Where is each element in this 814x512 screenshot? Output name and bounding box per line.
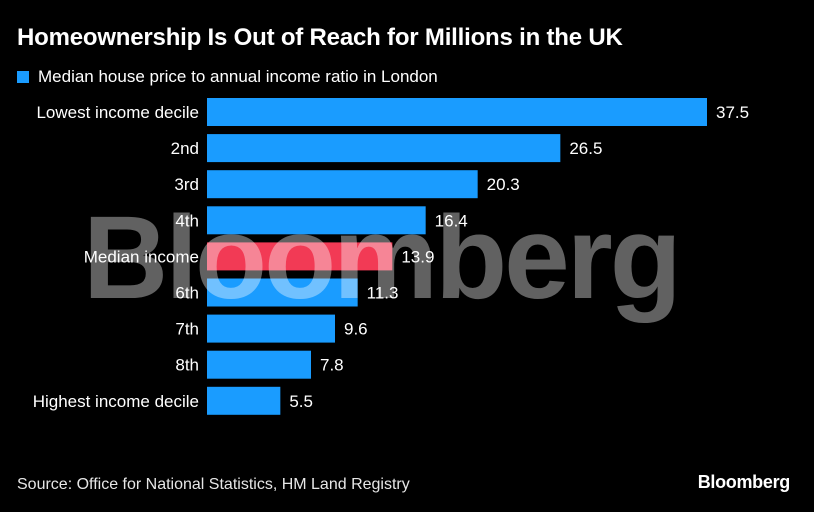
value-label-7th: 9.6 <box>344 320 368 339</box>
value-label-4th: 16.4 <box>435 211 468 230</box>
value-label-3rd: 20.3 <box>487 175 520 194</box>
category-label-8th: 8th <box>175 356 199 375</box>
value-label-lowest-income-decile: 37.5 <box>716 103 749 122</box>
value-label-median-income: 13.9 <box>401 247 434 266</box>
source-note: Source: Office for National Statistics, … <box>17 476 410 493</box>
value-label-8th: 7.8 <box>320 356 344 375</box>
bar-8th <box>207 350 311 379</box>
value-label-6th: 11.3 <box>367 284 399 303</box>
brand-logo: Bloomberg <box>697 472 791 492</box>
category-label-4th: 4th <box>175 211 199 230</box>
legend-swatch <box>17 71 29 83</box>
bar-4th <box>207 206 426 235</box>
bar-2nd <box>207 134 561 163</box>
bar-3rd <box>207 170 478 199</box>
bar-7th <box>207 314 335 343</box>
bar-lowest-income-decile <box>207 98 707 126</box>
category-label-2nd: 2nd <box>171 139 199 158</box>
bar-median-income <box>207 242 393 271</box>
legend-label: Median house price to annual income rati… <box>38 67 438 86</box>
value-label-2nd: 26.5 <box>569 139 602 158</box>
bar-highest-income-decile <box>207 386 281 415</box>
category-label-6th: 6th <box>175 284 199 303</box>
legend: Median house price to annual income rati… <box>17 66 438 88</box>
category-label-3rd: 3rd <box>174 175 199 194</box>
category-label-7th: 7th <box>175 320 199 339</box>
category-label-highest-income-decile: Highest income decile <box>33 392 199 411</box>
category-label-lowest-income-decile: Lowest income decile <box>36 103 199 122</box>
bar-6th <box>207 278 358 307</box>
chart-title: Homeownership Is Out of Reach for Millio… <box>17 24 623 51</box>
value-label-highest-income-decile: 5.5 <box>289 392 313 411</box>
category-label-median-income: Median income <box>84 247 199 266</box>
